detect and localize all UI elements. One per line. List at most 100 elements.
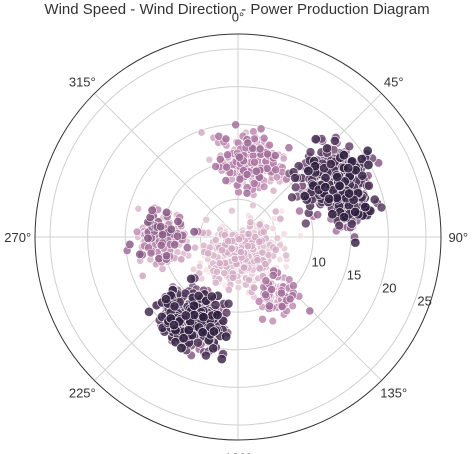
scatter-point [259,227,268,236]
angular-tick-label: 45° [384,74,404,89]
scatter-point [287,192,297,203]
scatter-point [237,248,246,257]
scatter-point [211,235,220,244]
scatter-point [329,135,340,146]
scatter-point [166,224,176,234]
scatter-point [186,273,197,284]
scatter-point [176,342,187,354]
radial-tick-label: 20 [382,280,396,295]
scatter-point [338,150,350,161]
scatter-point [258,314,267,324]
scatter-point [223,150,232,160]
scatter-point [325,159,336,170]
scatter-point [362,145,373,156]
scatter-point [267,285,276,294]
scatter-point [300,218,311,229]
scatter-point [144,306,155,317]
scatter-point [290,182,301,193]
scatter-point [265,140,274,150]
scatter-point [168,320,180,331]
angular-tick-label: 135° [380,386,407,401]
scatter-point [255,220,264,229]
angular-tick-label: 315° [69,74,96,89]
angular-tick-label: 225° [69,386,96,401]
scatter-point [162,207,172,217]
scatter-point [246,218,255,227]
scatter-point [222,162,231,172]
scatter-point [138,271,147,280]
scatter-point [161,294,172,305]
scatter-point [276,255,284,264]
scatter-point [215,154,225,164]
angular-gridline [94,93,239,238]
scatter-point [285,275,294,284]
scatter-point [262,163,272,173]
scatter-point [268,270,278,280]
scatter-point [201,350,211,361]
scatter-point [188,300,200,311]
scatter-point [158,230,168,240]
scatter-point [177,255,186,264]
scatter-point [234,283,243,292]
scatter-point [211,162,220,171]
scatter-point [276,288,286,298]
scatter-point [169,301,180,312]
scatter-point [208,343,219,354]
scatter-point [376,202,387,213]
scatter-point [182,243,192,253]
scatter-point [228,206,236,215]
scatter-point [242,188,252,198]
scatter-point [350,237,361,248]
scatter-point [193,290,204,301]
scatter-point [249,178,259,188]
scatter-point [243,138,253,148]
scatter-point [170,240,180,250]
scatter-point [327,209,338,220]
scatter-point [205,155,214,164]
scatter-point [276,214,285,223]
scatter-point [284,143,294,153]
scatter-point [279,154,288,163]
scatter-point [212,267,221,276]
scatter-point [271,165,281,175]
radial-tick-label: 15 [347,268,361,283]
scatter-point [250,157,259,167]
scatter-point [224,237,233,246]
scatter-point [282,251,290,260]
scatter-point [221,331,232,342]
scatter-point [299,191,310,202]
scatter-point [211,278,220,287]
scatter-point [350,206,361,217]
scatter-point [334,220,345,231]
scatter-point [305,306,315,316]
angular-tick-label: 0° [232,10,244,25]
scatter-point [212,310,223,321]
scatter-point [162,251,172,261]
scatter-point [251,166,261,176]
scatter-point [253,256,262,265]
scatter-point [189,265,198,274]
scatter-point [250,283,259,292]
scatter-point [235,152,245,162]
scatter-point [135,249,145,259]
scatter-point [282,263,290,271]
scatter-point [218,246,227,255]
scatter-point [210,299,221,310]
scatter-point [173,231,183,241]
scatter-point [244,230,253,239]
scatter-point [158,264,167,273]
angular-tick-label: 180° [225,450,252,454]
scatter-points [122,120,387,364]
scatter-point [249,201,257,210]
scatter-point [320,182,331,193]
scatter-point [227,244,236,253]
scatter-point [305,147,316,157]
radial-tick-label: 10 [311,255,325,270]
scatter-point [235,174,245,184]
scatter-point [264,301,274,311]
scatter-point [296,232,304,240]
scatter-point [220,269,229,278]
scatter-point [363,159,374,170]
scatter-point [234,187,243,197]
scatter-point [146,248,156,258]
